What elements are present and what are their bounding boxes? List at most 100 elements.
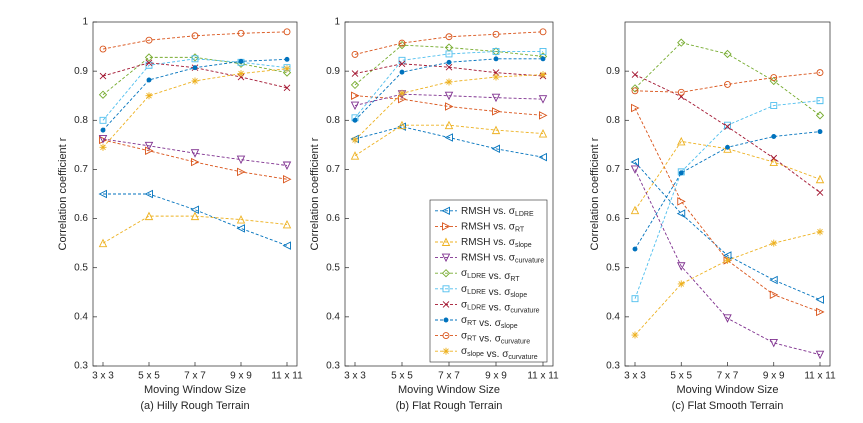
marker [631, 87, 639, 95]
marker [442, 222, 451, 231]
marker [723, 314, 732, 323]
series-line [634, 100, 821, 299]
marker [491, 93, 501, 103]
marker [283, 65, 291, 73]
marker [144, 189, 153, 199]
marker [445, 78, 453, 86]
series-line [354, 44, 544, 86]
x-tick-label: 5 x 5 [391, 371, 413, 382]
y-tick-label: 0.8 [74, 115, 88, 126]
marker [630, 205, 640, 215]
marker [350, 80, 360, 90]
marker [237, 70, 245, 78]
marker [539, 71, 547, 79]
marker [283, 175, 292, 184]
marker [283, 28, 291, 36]
series-line [103, 193, 288, 247]
marker [442, 285, 450, 293]
x-tick-label: 11 x 11 [804, 371, 836, 382]
marker [237, 167, 246, 177]
y-tick-label: 0.5 [74, 262, 88, 273]
marker [769, 290, 779, 299]
marker [631, 71, 639, 78]
marker [144, 141, 154, 151]
marker [98, 189, 107, 199]
series-line [354, 51, 543, 119]
marker [441, 269, 451, 278]
marker [445, 50, 453, 58]
marker [769, 157, 778, 167]
legend-label: RMSH vs. σLDRE [461, 205, 534, 217]
marker [98, 90, 108, 99]
marker [99, 116, 107, 124]
marker [442, 332, 450, 340]
marker [771, 134, 777, 139]
marker [445, 33, 453, 41]
marker [350, 101, 360, 111]
y-tick-label: 0.4 [326, 311, 340, 322]
series-line [102, 56, 288, 96]
marker [397, 120, 407, 130]
marker [492, 107, 501, 116]
x-axis-label: Moving Window Size [144, 384, 246, 396]
marker [770, 102, 778, 109]
x-tick-label: 9 x 9 [763, 371, 785, 382]
marker [724, 123, 731, 130]
marker [441, 253, 451, 263]
marker [632, 246, 638, 252]
marker [351, 136, 359, 144]
y-axis-label: Correlation coefficient r [57, 137, 69, 250]
marker [99, 45, 107, 53]
y-tick-label: 0.4 [74, 311, 88, 322]
series-line [102, 215, 288, 244]
marker [631, 295, 639, 303]
x-tick-label: 7 x 7 [438, 371, 460, 382]
marker [190, 211, 200, 221]
series-line [634, 72, 821, 93]
marker [146, 77, 152, 83]
legend-label: σLDRE vs. σRT [461, 268, 520, 283]
marker [491, 125, 501, 135]
marker [98, 135, 108, 144]
marker [351, 50, 359, 58]
y-tick-label: 0.9 [326, 66, 340, 77]
series-line [354, 124, 544, 157]
marker [284, 56, 290, 62]
marker [191, 77, 199, 85]
series-line [354, 31, 544, 55]
marker [724, 256, 731, 264]
marker [630, 84, 640, 93]
y-tick-label: 0.3 [326, 361, 340, 372]
y-tick-label: 0.3 [606, 361, 620, 372]
marker [445, 63, 453, 71]
marker [191, 32, 199, 40]
x-tick-label: 5 x 5 [138, 371, 160, 382]
y-tick-label: 0.6 [74, 213, 88, 224]
series-line [634, 140, 821, 211]
x-axis-label: Moving Window Size [398, 384, 500, 396]
marker [815, 350, 825, 360]
marker [190, 149, 200, 158]
x-tick-label: 9 x 9 [230, 371, 252, 382]
y-tick-label: 0.9 [74, 66, 88, 77]
series-line [354, 126, 544, 158]
x-axis-label: Moving Window Size [676, 384, 778, 396]
marker [191, 157, 200, 167]
marker [351, 70, 359, 77]
legend-label: σLDRE vs. σcurvature [461, 299, 540, 314]
marker [493, 56, 499, 62]
marker [677, 88, 685, 96]
legend-label: RMSH vs. σRT [461, 221, 525, 233]
y-tick-label: 0.6 [326, 213, 340, 224]
marker [677, 38, 686, 47]
marker [238, 58, 244, 64]
y-tick-label: 0.4 [606, 311, 620, 322]
marker [144, 53, 154, 62]
x-tick-label: 3 x 3 [624, 371, 646, 382]
y-tick-label: 0.5 [326, 262, 340, 273]
marker [352, 117, 358, 123]
marker [816, 189, 824, 196]
x-tick-label: 5 x 5 [670, 371, 692, 382]
marker [538, 152, 547, 162]
y-axis-label: Correlation coefficient r [309, 137, 321, 250]
